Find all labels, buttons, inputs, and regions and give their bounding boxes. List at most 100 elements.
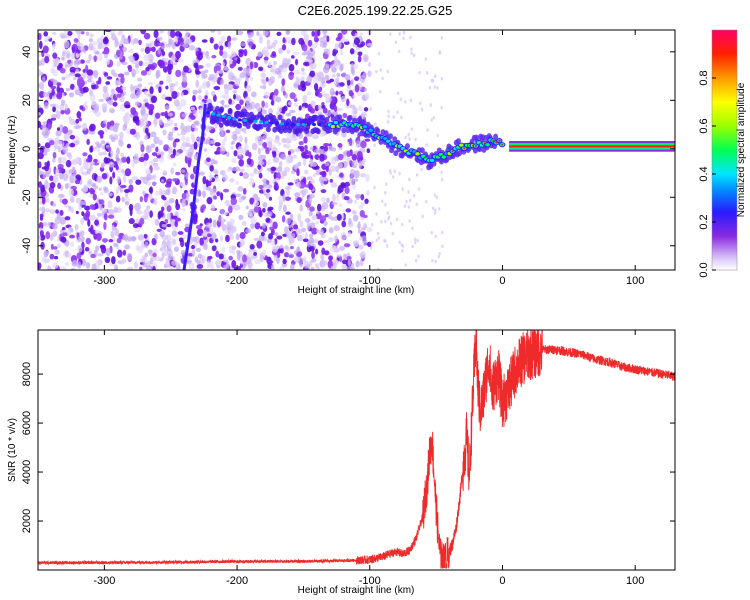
ridge-halo-dot [227, 108, 233, 115]
spectrogram-noise-dot [297, 78, 301, 86]
spectrogram-noise-dot [281, 67, 288, 73]
spectrogram-noise-dot [386, 69, 389, 74]
spectrogram-noise-dot [77, 245, 83, 253]
spectrogram-noise-dot [170, 56, 174, 65]
spectrogram-noise-dot [295, 227, 301, 235]
spectrogram-noise-dot [292, 154, 297, 159]
spectrogram-noise-dot [174, 122, 178, 127]
spectrogram-noise-dot [258, 172, 263, 179]
spectrogram-noise-dot [150, 131, 157, 138]
spectrogram-noise-dot [270, 65, 276, 71]
spectrogram-noise-dot [350, 67, 355, 74]
spectrogram-noise-dot [395, 217, 399, 222]
spectrogram-noise-dot [357, 221, 361, 230]
spectrogram-noise-dot [253, 252, 258, 256]
spectrogram-noise-dot [282, 258, 287, 265]
spectrogram-noise-dot [365, 173, 370, 183]
spectrogram-noise-dot [235, 103, 242, 111]
spectrogram-noise-dot [65, 159, 72, 168]
spectrogram-noise-dot [311, 215, 318, 221]
spectrogram-noise-dot [62, 229, 68, 233]
spectrogram-noise-dot [92, 193, 97, 201]
spectrogram-noise-dot [120, 152, 125, 158]
spectrogram-noise-dot [172, 178, 178, 182]
spectrogram-noise-dot [75, 30, 82, 35]
spectrogram-noise-dot [385, 182, 388, 186]
spectrogram-noise-dot [281, 44, 287, 51]
spectrogram-noise-dot [140, 30, 147, 35]
spectrogram-noise-dot [144, 127, 149, 134]
spectrogram-noise-dot [269, 226, 274, 231]
spectrogram-noise-dot [85, 59, 91, 64]
spectrogram-noise-dot [277, 74, 283, 79]
spectrogram-noise-dot [161, 50, 166, 56]
spectrogram-noise-dot [143, 194, 148, 203]
spectrogram-noise-dot [191, 249, 196, 258]
spectrogram-noise-dot [170, 30, 176, 39]
spectrogram-noise-dot [69, 234, 75, 239]
spectrogram-noise-dot [221, 99, 225, 106]
spectrogram-noise-dot [332, 259, 339, 266]
spectrogram-noise-dot [263, 91, 270, 99]
spectrogram-noise-dot [107, 200, 113, 209]
spectrogram-noise-dot [290, 263, 295, 270]
spectrogram-noise-dot [245, 205, 249, 210]
spectrogram-noise-dot [196, 189, 202, 197]
spectrogram-noise-dot [338, 172, 344, 178]
spectrogram-noise-dot [328, 169, 332, 176]
spectrogram-noise-dot [337, 153, 344, 161]
spectrogram-noise-dot [210, 188, 217, 193]
spectrogram-noise-dot [223, 92, 230, 101]
spectrogram-noise-dot [67, 129, 73, 136]
spectrogram-noise-dot [282, 233, 288, 238]
spectrogram-noise-dot [231, 37, 237, 41]
spectrogram-noise-dot [86, 69, 94, 76]
spectrogram-noise-dot [316, 265, 320, 270]
spectrogram-noise-dot [92, 182, 96, 187]
ridge-blob [211, 112, 216, 116]
spectrogram-noise-dot [412, 193, 416, 198]
spectrogram-noise-dot [77, 76, 84, 85]
spectrogram-noise-dot [290, 246, 294, 250]
spectrogram-noise-dot [302, 106, 306, 112]
spectrogram-noise-dot [202, 51, 206, 56]
spectrogram-noise-dot [230, 145, 234, 150]
spectrogram-noise-dot [143, 152, 149, 161]
spectrogram-noise-dot [204, 95, 208, 100]
spectrogram-noise-dot [122, 249, 127, 256]
spectrogram-noise-dot [107, 99, 112, 105]
spectrogram-noise-dot [398, 32, 401, 36]
spectrogram-noise-dot [111, 256, 116, 265]
spectrogram-noise-dot [155, 69, 161, 78]
spectrogram-noise-dot [129, 33, 134, 39]
spectrogram-noise-dot [42, 174, 46, 179]
spectrogram-noise-dot [343, 196, 350, 201]
colorbar-tick-label: 0.4 [698, 166, 710, 181]
spectrogram-noise-dot [45, 231, 51, 240]
spectrogram-noise-dot [394, 40, 398, 44]
spectrogram-noise-dot [158, 86, 162, 94]
ridge-halo-dot [341, 127, 347, 134]
spectrogram-noise-dot [94, 219, 100, 226]
spectrogram-noise-dot [420, 107, 424, 112]
spectrogram-noise-dot [260, 146, 265, 152]
spectrogram-noise-dot [289, 213, 294, 221]
spectrogram-noise-dot [375, 69, 378, 74]
spectrogram-noise-dot [208, 140, 213, 145]
spectrogram-noise-dot [222, 188, 230, 193]
x-tick-label: 0 [499, 575, 505, 587]
spectrogram-noise-dot [318, 231, 324, 235]
spectrogram-noise-dot [261, 100, 265, 108]
spectrogram-noise-dot [77, 32, 81, 40]
spectrogram-noise-dot [363, 107, 369, 112]
spectrogram-noise-dot [151, 237, 157, 246]
spectrogram-noise-dot [112, 101, 118, 107]
spectrogram-noise-dot [173, 246, 179, 252]
spectrogram-noise-dot [326, 197, 330, 204]
ridge-blob [362, 125, 368, 129]
spectrogram-noise-dot [213, 85, 221, 91]
spectrogram-noise-dot [102, 150, 108, 156]
spectrogram-noise-dot [181, 192, 187, 200]
ridge-halo-dot [219, 106, 225, 113]
